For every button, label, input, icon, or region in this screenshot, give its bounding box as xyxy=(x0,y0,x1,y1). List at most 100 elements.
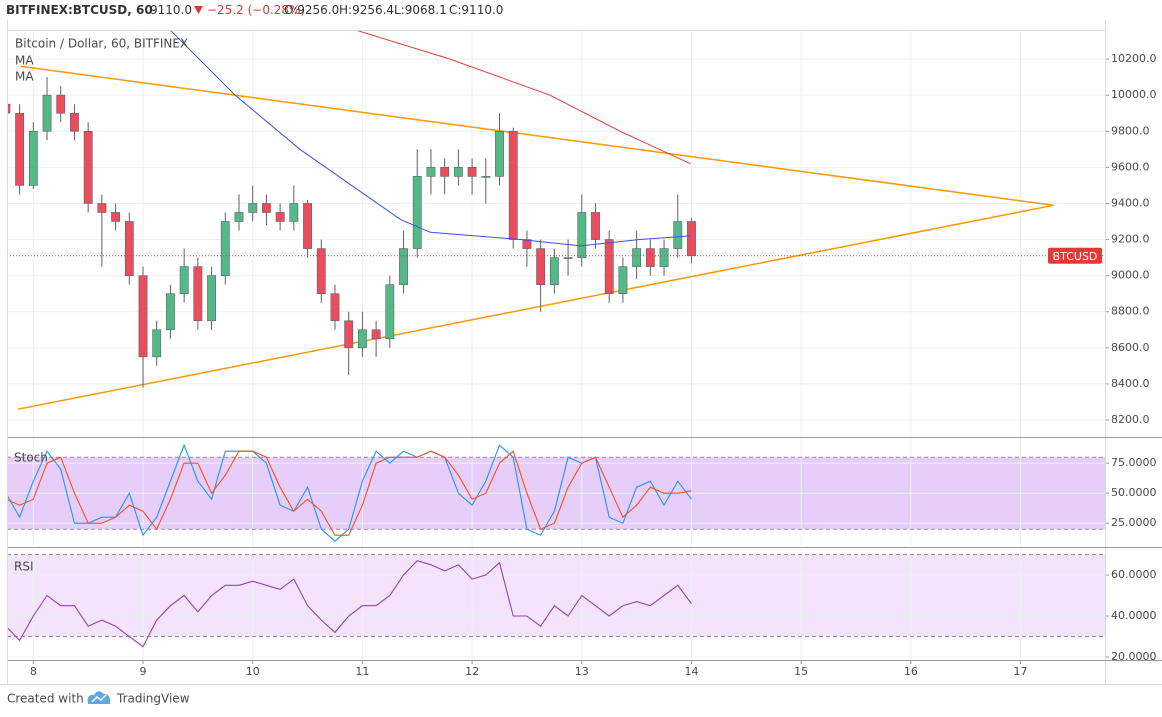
y-tick-label: 50.0000 xyxy=(1111,486,1157,499)
y-tick-label: 25.0000 xyxy=(1111,516,1157,529)
high: H:9256.4 xyxy=(339,3,394,17)
open: O:9256.0 xyxy=(284,3,339,17)
last-price-badge xyxy=(1048,247,1102,264)
candle-body xyxy=(316,248,326,294)
tradingview-logo[interactable] xyxy=(87,691,111,704)
candle-body xyxy=(234,212,244,222)
ma-legend: MA xyxy=(15,54,34,68)
candle-body xyxy=(275,212,285,222)
candle-body xyxy=(522,239,532,249)
ma-legend: MA xyxy=(15,70,34,84)
candle-body xyxy=(440,167,450,177)
y-tick-label: 60.0000 xyxy=(1111,568,1157,581)
close: C:9110.0 xyxy=(449,3,503,17)
candle-body xyxy=(659,248,669,267)
y-tick-label: 8800.0 xyxy=(1111,305,1150,318)
moving-average xyxy=(170,30,691,247)
candle-body xyxy=(70,112,79,132)
candle-body xyxy=(193,266,203,322)
x-tick-label: 12 xyxy=(465,665,479,678)
candle-body xyxy=(207,275,216,322)
indicator-line xyxy=(7,560,692,648)
candle-body xyxy=(426,167,436,177)
candle-body xyxy=(604,239,614,294)
y-tick-label: 8600.0 xyxy=(1111,341,1150,354)
y-tick-label: 75.0000 xyxy=(1111,456,1157,469)
plot-layer: 8200.0 8400.0 8600.0 8800.0 9000.0 9200.0 9400… xyxy=(7,30,1157,678)
candle-body xyxy=(371,329,381,340)
candle-body xyxy=(549,257,559,285)
y-tick-label: 9800.0 xyxy=(1111,124,1150,137)
band-fill xyxy=(7,554,1105,637)
candle-body xyxy=(262,203,271,213)
candle-body xyxy=(152,329,162,358)
y-tick-label: 8200.0 xyxy=(1111,413,1150,426)
last-price: 9110.0 xyxy=(150,3,192,17)
candle-body xyxy=(399,248,408,285)
candle-body xyxy=(687,221,696,257)
down-arrow xyxy=(194,6,203,14)
candle-body xyxy=(124,221,134,276)
candle-body xyxy=(508,130,518,240)
x-tick-label: 13 xyxy=(575,665,589,678)
candle-body xyxy=(303,203,312,249)
candle-body xyxy=(97,203,107,213)
candle-body xyxy=(563,257,573,259)
symbol: BITFINEX:BTCUSD, 60 xyxy=(6,3,153,17)
candle-body xyxy=(138,275,148,358)
candle-body xyxy=(330,293,340,322)
trend-line xyxy=(17,204,1054,410)
candle-body xyxy=(385,284,395,340)
candle-body xyxy=(673,221,683,249)
y-tick-label: 10000.0 xyxy=(1111,88,1157,101)
candle-body xyxy=(577,212,587,258)
stoch-legend: Stoch xyxy=(14,451,48,465)
y-tick-label: 8400.0 xyxy=(1111,377,1150,390)
candle-body xyxy=(289,203,299,222)
candle-body xyxy=(248,203,258,213)
candle-body xyxy=(495,130,504,177)
x-tick-label: 17 xyxy=(1014,665,1028,678)
candle-body xyxy=(83,130,93,204)
candle-body xyxy=(618,266,628,294)
footer-prefix: Created with xyxy=(7,692,84,706)
moving-average xyxy=(353,30,691,165)
candle-body xyxy=(111,212,121,222)
candle-body xyxy=(536,248,546,285)
y-tick-label: 9200.0 xyxy=(1111,233,1150,246)
low: L:9068.1 xyxy=(394,3,447,17)
footer-brand[interactable]: TradingView xyxy=(116,692,190,706)
pane xyxy=(7,548,1105,660)
candle-body xyxy=(15,112,25,186)
indicator-line xyxy=(7,443,692,542)
x-tick-label: 16 xyxy=(904,665,918,678)
pane xyxy=(7,30,1105,437)
y-tick-label: 20.0000 xyxy=(1111,650,1157,663)
x-tick-label: 10 xyxy=(246,665,260,678)
indicator-line xyxy=(7,450,692,536)
y-tick-label: 10200.0 xyxy=(1111,52,1157,65)
change: −25.2 (−0.28%) xyxy=(207,3,305,17)
header: BITFINEX:BTCUSD, 60 9110.0 −25.2 (−0.28%… xyxy=(6,3,503,17)
candle-body xyxy=(344,320,354,349)
pane xyxy=(7,438,1105,546)
candle-body xyxy=(645,248,655,267)
candle-body xyxy=(56,94,66,114)
candle-body xyxy=(28,130,38,186)
candle-body xyxy=(7,103,11,114)
candle-body xyxy=(481,176,491,178)
candle-body xyxy=(166,293,175,331)
y-tick-label: 9400.0 xyxy=(1111,196,1150,209)
x-tick-label: 11 xyxy=(355,665,369,678)
y-tick-label: 9000.0 xyxy=(1111,269,1150,282)
trend-line xyxy=(20,65,1054,207)
main-legend-title: Bitcoin / Dollar, 60, BITFINEX xyxy=(15,37,188,51)
candle-body xyxy=(453,167,463,177)
candle-body xyxy=(42,94,52,132)
x-tick-label: 9 xyxy=(140,665,147,678)
candle-body xyxy=(179,266,189,294)
candle-body xyxy=(357,329,367,349)
x-tick-label: 14 xyxy=(684,665,698,678)
candle-body xyxy=(632,248,642,267)
